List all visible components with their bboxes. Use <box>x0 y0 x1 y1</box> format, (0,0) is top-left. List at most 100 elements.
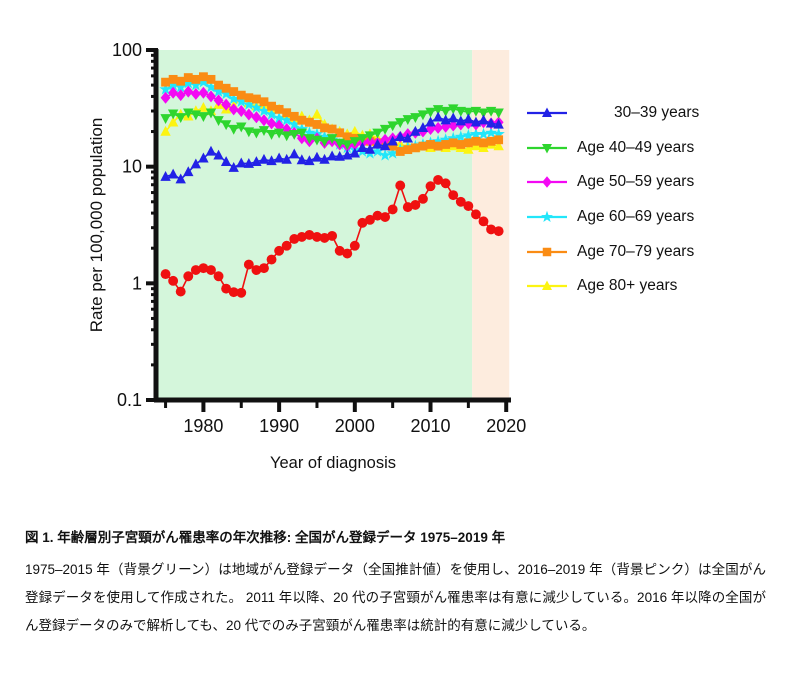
marker-age-40-49 <box>243 127 255 138</box>
legend-item-age-80-plus: Age 80+ years <box>527 269 777 304</box>
marker-age-50-59 <box>433 121 444 134</box>
marker-age-30-39 <box>417 122 429 133</box>
marker-age-30-39 <box>304 155 315 166</box>
marker-age-50-59 <box>365 135 375 148</box>
marker-age-40-49 <box>440 106 451 117</box>
marker-age-30-39 <box>311 151 323 162</box>
marker-age-60-69 <box>295 122 309 135</box>
marker-age-70-79 <box>304 117 314 127</box>
marker-age-30-39 <box>326 150 338 161</box>
marker-age-20-29 <box>402 202 413 213</box>
marker-age-30-39 <box>349 147 361 158</box>
marker-age-30-39 <box>402 132 414 143</box>
marker-age-20-29 <box>289 234 300 244</box>
y-tick-label-10: 10 <box>122 157 142 177</box>
marker-age-40-49 <box>493 108 504 119</box>
marker-age-60-69 <box>166 78 180 91</box>
marker-age-20-29 <box>319 232 330 243</box>
marker-age-30-39 <box>273 152 285 163</box>
marker-age-30-39 <box>387 135 398 146</box>
legend-diamond-glyph <box>542 176 552 189</box>
x-tick-label-2000: 2000 <box>335 416 375 436</box>
marker-age-20-29 <box>266 254 277 265</box>
marker-age-50-59 <box>183 85 194 98</box>
marker-age-50-59 <box>190 87 201 100</box>
marker-age-60-69 <box>454 130 467 143</box>
caption-body: 1975–2015 年（背景グリーン）は地域がん登録データ（全国推計値）を使用し… <box>25 562 766 633</box>
marker-age-60-69 <box>197 75 210 88</box>
marker-age-40-49 <box>334 138 345 149</box>
marker-age-70-79 <box>267 101 276 111</box>
marker-age-50-59 <box>259 114 269 127</box>
marker-age-60-69 <box>447 131 460 144</box>
marker-age-70-79 <box>168 74 178 84</box>
marker-age-30-39 <box>493 118 504 129</box>
marker-age-30-39 <box>395 131 406 142</box>
marker-age-20-29 <box>380 212 391 222</box>
marker-age-40-49 <box>266 129 277 140</box>
marker-age-20-29 <box>243 259 254 270</box>
marker-age-40-49 <box>349 137 361 148</box>
legend-label: 30–39 years <box>614 104 700 122</box>
marker-age-30-39 <box>319 153 330 164</box>
marker-age-40-49 <box>425 107 436 118</box>
marker-age-70-79 <box>289 111 299 121</box>
legend-item-age-70-79: Age 70–79 years <box>527 234 777 269</box>
marker-age-40-49 <box>167 109 179 120</box>
marker-age-40-49 <box>410 113 421 124</box>
marker-age-60-69 <box>484 126 498 139</box>
marker-age-40-49 <box>273 128 285 139</box>
marker-age-70-79 <box>433 141 443 151</box>
marker-age-20-29 <box>327 230 338 241</box>
legend-item-age-40-49: Age 40–49 years <box>527 131 777 166</box>
marker-age-30-39 <box>205 145 217 156</box>
marker-age-60-69 <box>159 82 172 95</box>
legend-triangle-down-glyph <box>542 143 552 154</box>
marker-age-50-59 <box>168 86 179 99</box>
marker-age-80-plus <box>167 116 179 127</box>
legend-marker-diamond-icon <box>527 176 567 189</box>
y-tick-label-100: 100 <box>112 40 142 60</box>
marker-age-20-29 <box>206 265 216 275</box>
marker-age-30-39 <box>478 114 489 125</box>
marker-age-40-49 <box>372 128 383 139</box>
marker-age-70-79 <box>471 136 481 146</box>
marker-age-60-69 <box>462 129 475 141</box>
marker-age-70-79 <box>441 140 451 149</box>
marker-age-60-69 <box>280 113 293 126</box>
marker-age-60-69 <box>235 95 248 108</box>
marker-age-20-29 <box>455 196 466 207</box>
marker-age-20-29 <box>372 210 383 221</box>
marker-age-70-79 <box>161 77 170 87</box>
legend-star-glyph <box>541 210 553 223</box>
y-tick-label-0.1: 0.1 <box>117 390 142 410</box>
legend-item-age-50-59: Age 50–59 years <box>527 165 777 200</box>
marker-age-30-39 <box>266 155 277 166</box>
marker-age-60-69 <box>492 127 505 140</box>
marker-age-40-49 <box>387 121 398 132</box>
marker-age-40-49 <box>455 106 466 117</box>
marker-age-70-79 <box>282 108 292 118</box>
marker-age-60-69 <box>469 127 483 140</box>
marker-age-70-79 <box>486 136 496 146</box>
marker-age-70-79 <box>176 76 186 86</box>
marker-age-70-79 <box>418 141 428 151</box>
marker-age-40-49 <box>198 112 209 123</box>
marker-age-30-39 <box>167 168 179 179</box>
marker-age-70-79 <box>183 73 193 83</box>
marker-age-60-69 <box>477 127 490 140</box>
marker-age-50-59 <box>251 111 262 124</box>
marker-age-40-49 <box>478 108 489 119</box>
marker-age-20-29 <box>304 229 315 240</box>
marker-age-30-39 <box>448 112 459 123</box>
marker-age-70-79 <box>342 132 352 142</box>
marker-age-40-49 <box>326 134 338 145</box>
marker-age-30-39 <box>198 152 209 163</box>
marker-age-40-49 <box>417 110 429 121</box>
marker-age-60-69 <box>439 133 452 146</box>
marker-age-20-29 <box>478 216 489 227</box>
marker-age-20-29 <box>251 265 262 275</box>
marker-age-20-29 <box>425 181 436 192</box>
marker-age-70-79 <box>403 145 413 155</box>
